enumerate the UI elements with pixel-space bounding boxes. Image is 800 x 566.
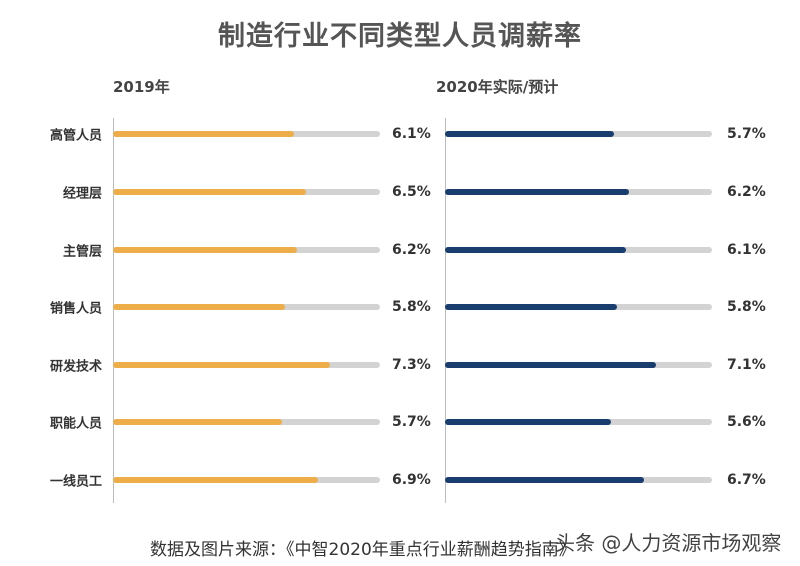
value-label: 6.2% xyxy=(392,242,431,258)
value-label: 5.8% xyxy=(727,299,766,315)
category-label: 经理层 xyxy=(62,186,102,202)
bar-track xyxy=(113,419,380,425)
bar-track xyxy=(445,477,712,483)
panel-title-2020: 2020年实际/预计 xyxy=(436,78,559,96)
bar-track xyxy=(113,189,380,195)
category-label: 高管人员 xyxy=(49,128,102,144)
bar-2020 xyxy=(445,419,612,425)
category-label: 职能人员 xyxy=(49,416,102,432)
category-label: 一线员工 xyxy=(49,474,102,490)
value-label: 6.7% xyxy=(727,472,766,488)
value-label: 7.3% xyxy=(392,357,431,373)
category-label: 主管层 xyxy=(62,244,102,260)
bar-2019 xyxy=(113,131,294,137)
bar-2019 xyxy=(113,304,286,310)
chart-title: 制造行业不同类型人员调薪率 xyxy=(218,21,582,52)
value-label: 7.1% xyxy=(727,357,766,373)
bar-track xyxy=(445,419,712,425)
bar-track xyxy=(445,247,712,253)
value-label: 5.7% xyxy=(392,414,431,430)
bar-track xyxy=(445,189,712,195)
axis-line-right xyxy=(445,118,446,503)
axis-line-left xyxy=(113,118,114,503)
bar-2020 xyxy=(445,131,615,137)
source-note: 数据及图片来源：《中智2020年重点行业薪酬趋势指南》 xyxy=(150,540,576,560)
bar-track xyxy=(113,131,380,137)
panel-title-2019: 2019年 xyxy=(113,78,170,96)
value-label: 5.6% xyxy=(727,414,766,430)
value-label: 6.9% xyxy=(392,472,431,488)
bar-track xyxy=(113,304,380,310)
bar-2019 xyxy=(113,247,297,253)
bar-track xyxy=(113,362,380,368)
bar-2019 xyxy=(113,189,306,195)
bar-2020 xyxy=(445,362,656,368)
value-label: 6.5% xyxy=(392,184,431,200)
bar-2020 xyxy=(445,189,629,195)
category-label: 销售人员 xyxy=(49,301,102,317)
bar-track xyxy=(113,247,380,253)
bar-2019 xyxy=(113,419,283,425)
category-label: 研发技术 xyxy=(49,359,102,375)
value-label: 5.7% xyxy=(727,126,766,142)
bar-track xyxy=(445,362,712,368)
value-label: 6.1% xyxy=(392,126,431,142)
bar-2019 xyxy=(113,362,330,368)
bar-track xyxy=(113,477,380,483)
watermark: 头条 @人力资源市场观察 xyxy=(555,531,782,555)
bar-2020 xyxy=(445,477,644,483)
value-label: 5.8% xyxy=(392,299,431,315)
bar-2020 xyxy=(445,304,618,310)
bar-track xyxy=(445,304,712,310)
value-label: 6.1% xyxy=(727,242,766,258)
bar-track xyxy=(445,131,712,137)
value-label: 6.2% xyxy=(727,184,766,200)
bar-2020 xyxy=(445,247,626,253)
bar-2019 xyxy=(113,477,318,483)
